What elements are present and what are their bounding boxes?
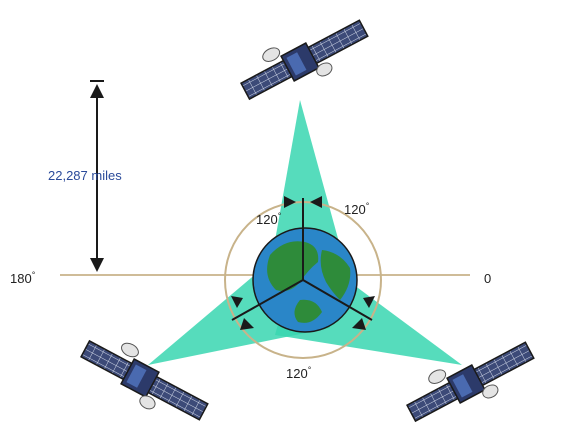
satellite-top-icon <box>232 4 376 114</box>
distance-arrow-top-head <box>90 84 104 98</box>
arrowhead-right-down <box>352 318 366 330</box>
arrowhead-top-right <box>310 196 322 208</box>
axis-label-right: 0 <box>484 271 491 286</box>
angle-label-left-top: 120° <box>256 211 282 227</box>
radial-line-right <box>302 279 373 321</box>
arrowhead-left-down <box>240 318 254 330</box>
arrowhead-left-up <box>231 296 243 308</box>
distance-arrow-bottom-head <box>90 258 104 272</box>
distance-label: 22,287 miles <box>48 168 122 183</box>
axis-label-left: 180° <box>10 270 36 286</box>
arrowhead-top-left <box>284 196 296 208</box>
angle-label-bottom: 120° <box>286 365 312 381</box>
earth-icon <box>252 227 358 333</box>
radial-line-left <box>231 279 304 321</box>
angle-label-right-top: 120° <box>344 201 370 217</box>
arrowhead-right-up <box>363 296 375 308</box>
